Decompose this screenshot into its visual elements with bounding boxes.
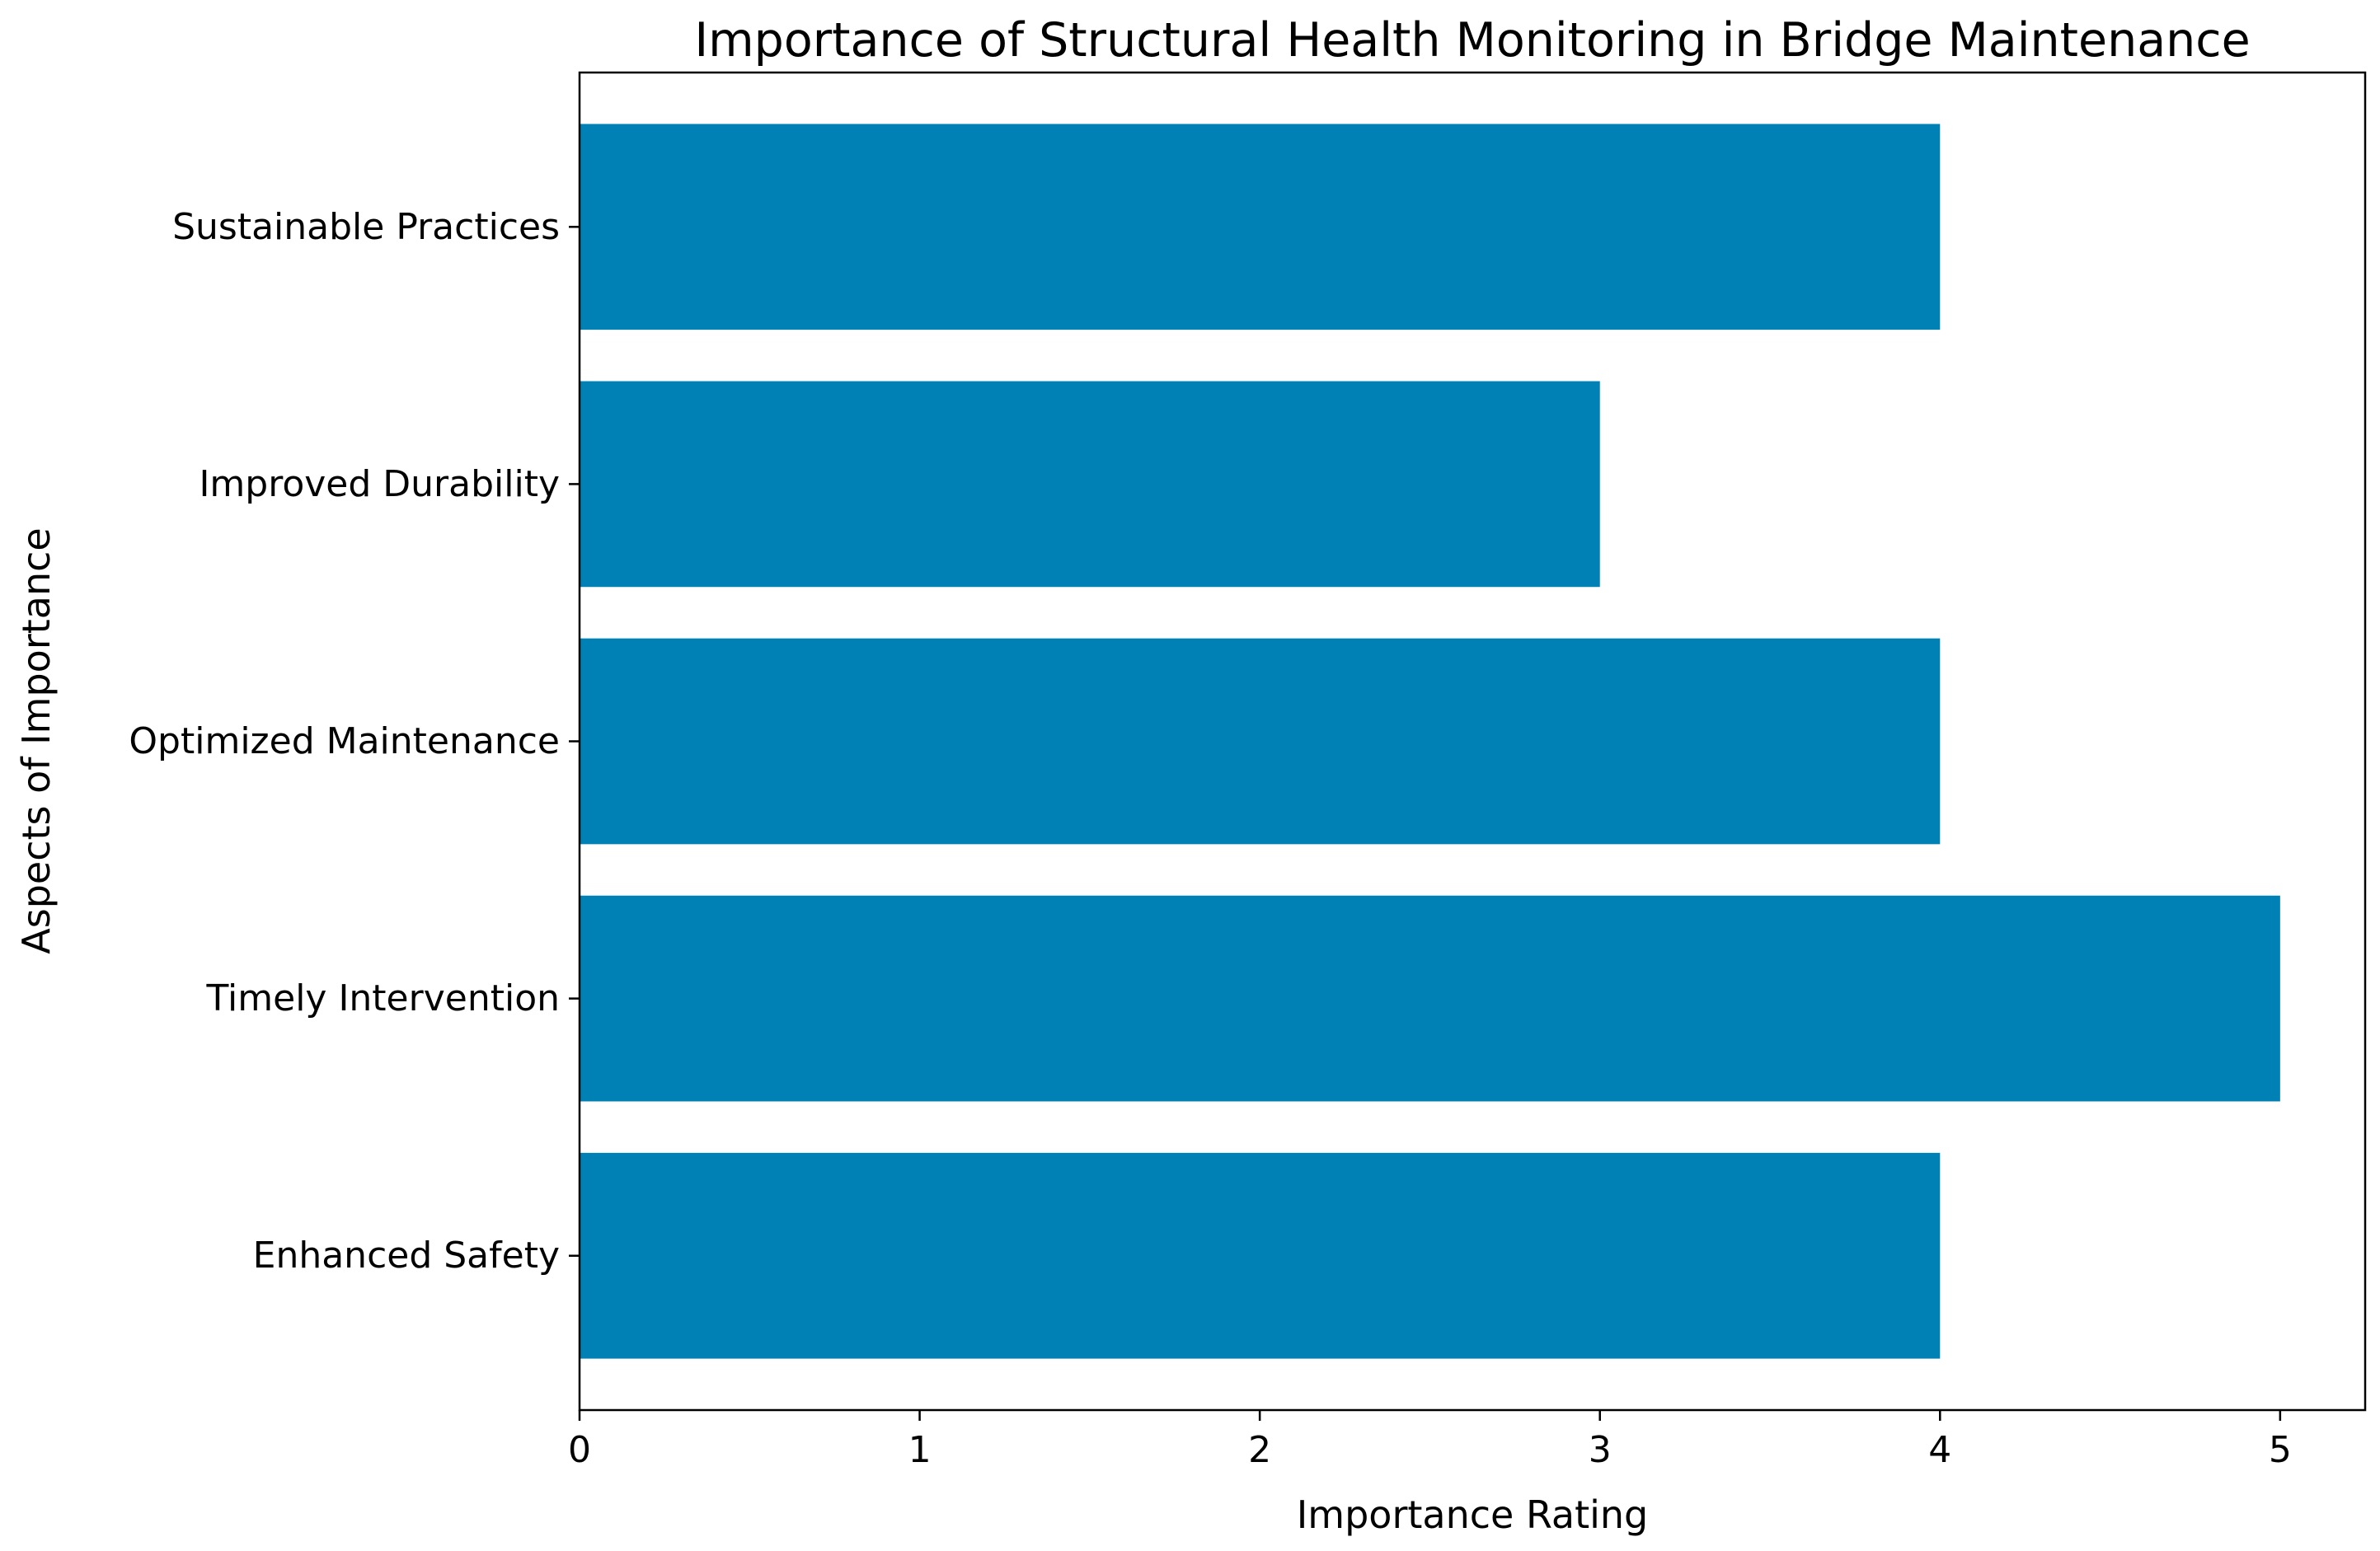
chart-title: Importance of Structural Health Monitori… [694, 13, 2250, 68]
bar-sustainable-practices [580, 124, 1941, 330]
y-tick-label: Timely Intervention [206, 977, 560, 1019]
bar-enhanced-safety [580, 1152, 1941, 1359]
x-tick-label: 0 [568, 1429, 591, 1471]
x-axis-label: Importance Rating [1297, 1492, 1649, 1537]
bar-timely-intervention [580, 895, 2280, 1102]
y-axis-label: Aspects of Importance [14, 527, 59, 954]
x-tick-label: 1 [908, 1429, 932, 1471]
x-tick-label: 3 [1589, 1429, 1612, 1471]
bars-layer [580, 124, 2280, 1359]
y-tick-label: Improved Durability [199, 463, 560, 505]
y-tick-label: Sustainable Practices [172, 206, 560, 248]
y-tick-label: Enhanced Safety [253, 1235, 560, 1277]
x-tick-label: 5 [2269, 1429, 2292, 1471]
x-tick-label: 2 [1248, 1429, 1271, 1471]
bar-improved-durability [580, 381, 1600, 588]
x-axis-ticks: 0 1 2 3 4 5 [568, 1410, 2292, 1471]
bar-optimized-maintenance [580, 638, 1941, 845]
x-tick-label: 4 [1928, 1429, 1951, 1471]
y-axis-ticks: Enhanced Safety Timely Intervention Optimi… [129, 206, 580, 1277]
y-tick-label: Optimized Maintenance [129, 720, 560, 762]
